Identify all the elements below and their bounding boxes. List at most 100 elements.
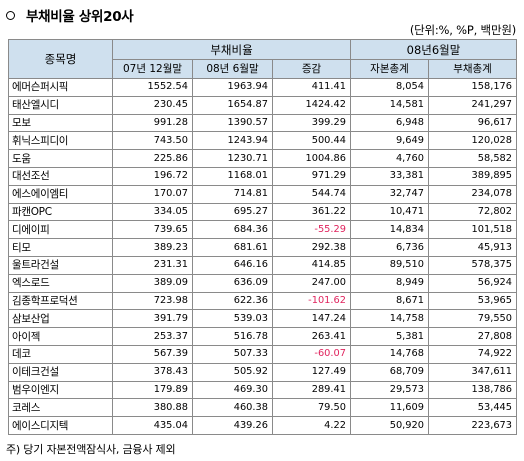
cell-debt: 53,965 <box>427 291 518 311</box>
cell-change: 79.50 <box>272 398 351 418</box>
cell-change: 971.29 <box>272 166 351 186</box>
cell-dec07: 225.86 <box>112 149 193 168</box>
cell-dec07: 334.05 <box>112 202 193 222</box>
cell-name: 휘닉스피디이 <box>8 131 113 151</box>
cell-equity: 11,609 <box>350 398 429 418</box>
cell-jun08: 1390.57 <box>192 113 273 133</box>
cell-dec07: 1552.54 <box>112 78 193 97</box>
table-row: 디에이피 739.65 684.36 -55.29 14,834 101,518 <box>8 220 518 240</box>
cell-debt: 347,611 <box>427 362 518 382</box>
table-row: 대선조선 196.72 1168.01 971.29 33,381 389,895 <box>8 166 518 186</box>
cell-change: 1424.42 <box>272 95 351 115</box>
cell-change: 127.49 <box>272 362 351 382</box>
cell-debt: 234,078 <box>427 184 518 204</box>
cell-name: 에머슨퍼시픽 <box>8 78 113 97</box>
table-row: 아이젝 253.37 516.78 263.41 5,381 27,808 <box>8 327 518 346</box>
cell-name: 데코 <box>8 344 113 364</box>
cell-name: 삼보산업 <box>8 309 113 329</box>
cell-debt: 72,802 <box>427 202 518 222</box>
cell-name: 범우이엔지 <box>8 380 113 400</box>
cell-change: 147.24 <box>272 309 351 329</box>
cell-change: 411.41 <box>272 78 351 97</box>
cell-dec07: 435.04 <box>112 416 193 435</box>
table-row: 파캔OPC 334.05 695.27 361.22 10,471 72,802 <box>8 202 518 222</box>
cell-equity: 29,573 <box>350 380 429 400</box>
table-row: 모보 991.28 1390.57 399.29 6,948 96,617 <box>8 113 518 133</box>
cell-jun08: 460.38 <box>192 398 273 418</box>
circle-bullet-icon <box>6 10 15 20</box>
table-row: 티모 389.23 681.61 292.38 6,736 45,913 <box>8 238 518 257</box>
cell-change: 263.41 <box>272 327 351 346</box>
cell-equity: 5,381 <box>350 327 429 346</box>
table-title: 부채비율 상위20사 <box>6 5 134 25</box>
header-equity: 자본총계 <box>350 59 429 79</box>
table-row: 김종학프로덕션 723.98 622.36 -101.62 8,671 53,965 <box>8 291 518 311</box>
cell-change: 247.00 <box>272 273 351 293</box>
cell-name: 대선조선 <box>8 166 113 186</box>
cell-name: 김종학프로덕션 <box>8 291 113 311</box>
cell-debt: 56,924 <box>427 273 518 293</box>
cell-equity: 9,649 <box>350 131 429 151</box>
cell-dec07: 389.09 <box>112 273 193 293</box>
cell-debt: 79,550 <box>427 309 518 329</box>
cell-change: 500.44 <box>272 131 351 151</box>
cell-change: -101.62 <box>272 291 351 311</box>
cell-jun08: 469.30 <box>192 380 273 400</box>
cell-change: 292.38 <box>272 238 351 257</box>
cell-change: 544.74 <box>272 184 351 204</box>
cell-dec07: 179.89 <box>112 380 193 400</box>
cell-jun08: 1230.71 <box>192 149 273 168</box>
cell-debt: 53,445 <box>427 398 518 418</box>
cell-debt: 74,922 <box>427 344 518 364</box>
cell-jun08: 684.36 <box>192 220 273 240</box>
cell-debt: 158,176 <box>427 78 518 97</box>
table-row: 엑스로드 389.09 636.09 247.00 8,949 56,924 <box>8 273 518 293</box>
cell-jun08: 1654.87 <box>192 95 273 115</box>
cell-jun08: 695.27 <box>192 202 273 222</box>
table-row: 에스에이엠티 170.07 714.81 544.74 32,747 234,078 <box>8 184 518 204</box>
cell-debt: 101,518 <box>427 220 518 240</box>
cell-equity: 32,747 <box>350 184 429 204</box>
cell-dec07: 170.07 <box>112 184 193 204</box>
cell-change: 289.41 <box>272 380 351 400</box>
cell-name: 디에이피 <box>8 220 113 240</box>
cell-debt: 96,617 <box>427 113 518 133</box>
cell-name: 모보 <box>8 113 113 133</box>
cell-dec07: 378.43 <box>112 362 193 382</box>
cell-name: 에이스디지텍 <box>8 416 113 435</box>
table-row: 이테크건설 378.43 505.92 127.49 68,709 347,611 <box>8 362 518 382</box>
cell-debt: 58,582 <box>427 149 518 168</box>
cell-debt: 138,786 <box>427 380 518 400</box>
cell-debt: 120,028 <box>427 131 518 151</box>
cell-dec07: 723.98 <box>112 291 193 311</box>
debt-ratio-table: 종목명 부채비율 08년6월말 07년 12월말 08년 6월말 증감 자본총계… <box>8 39 518 435</box>
cell-jun08: 622.36 <box>192 291 273 311</box>
cell-jun08: 507.33 <box>192 344 273 364</box>
table-row: 삼보산업 391.79 539.03 147.24 14,758 79,550 <box>8 309 518 329</box>
table-body: 에머슨퍼시픽 1552.54 1963.94 411.41 8,054 158,176 태산… <box>8 78 518 435</box>
cell-equity: 33,381 <box>350 166 429 186</box>
header-change: 증감 <box>272 59 351 79</box>
cell-dec07: 231.31 <box>112 255 193 275</box>
cell-change: 414.85 <box>272 255 351 275</box>
cell-jun08: 714.81 <box>192 184 273 204</box>
cell-jun08: 539.03 <box>192 309 273 329</box>
cell-dec07: 389.23 <box>112 238 193 257</box>
cell-name: 이테크건설 <box>8 362 113 382</box>
table-row: 코레스 380.88 460.38 79.50 11,609 53,445 <box>8 398 518 418</box>
table-row: 도움 225.86 1230.71 1004.86 4,760 58,582 <box>8 149 518 168</box>
table-row: 휘닉스피디이 743.50 1243.94 500.44 9,649 120,028 <box>8 131 518 151</box>
cell-change: 361.22 <box>272 202 351 222</box>
cell-change: 1004.86 <box>272 149 351 168</box>
cell-dec07: 739.65 <box>112 220 193 240</box>
cell-dec07: 196.72 <box>112 166 193 186</box>
cell-jun08: 516.78 <box>192 327 273 346</box>
cell-equity: 6,736 <box>350 238 429 257</box>
cell-equity: 10,471 <box>350 202 429 222</box>
cell-jun08: 505.92 <box>192 362 273 382</box>
table-row: 태산엘시디 230.45 1654.87 1424.42 14,581 241,297 <box>8 95 518 115</box>
cell-dec07: 991.28 <box>112 113 193 133</box>
table-row: 데코 567.39 507.33 -60.07 14,768 74,922 <box>8 344 518 364</box>
header-debt-ratio: 부채비율 <box>112 39 351 60</box>
cell-jun08: 1963.94 <box>192 78 273 97</box>
